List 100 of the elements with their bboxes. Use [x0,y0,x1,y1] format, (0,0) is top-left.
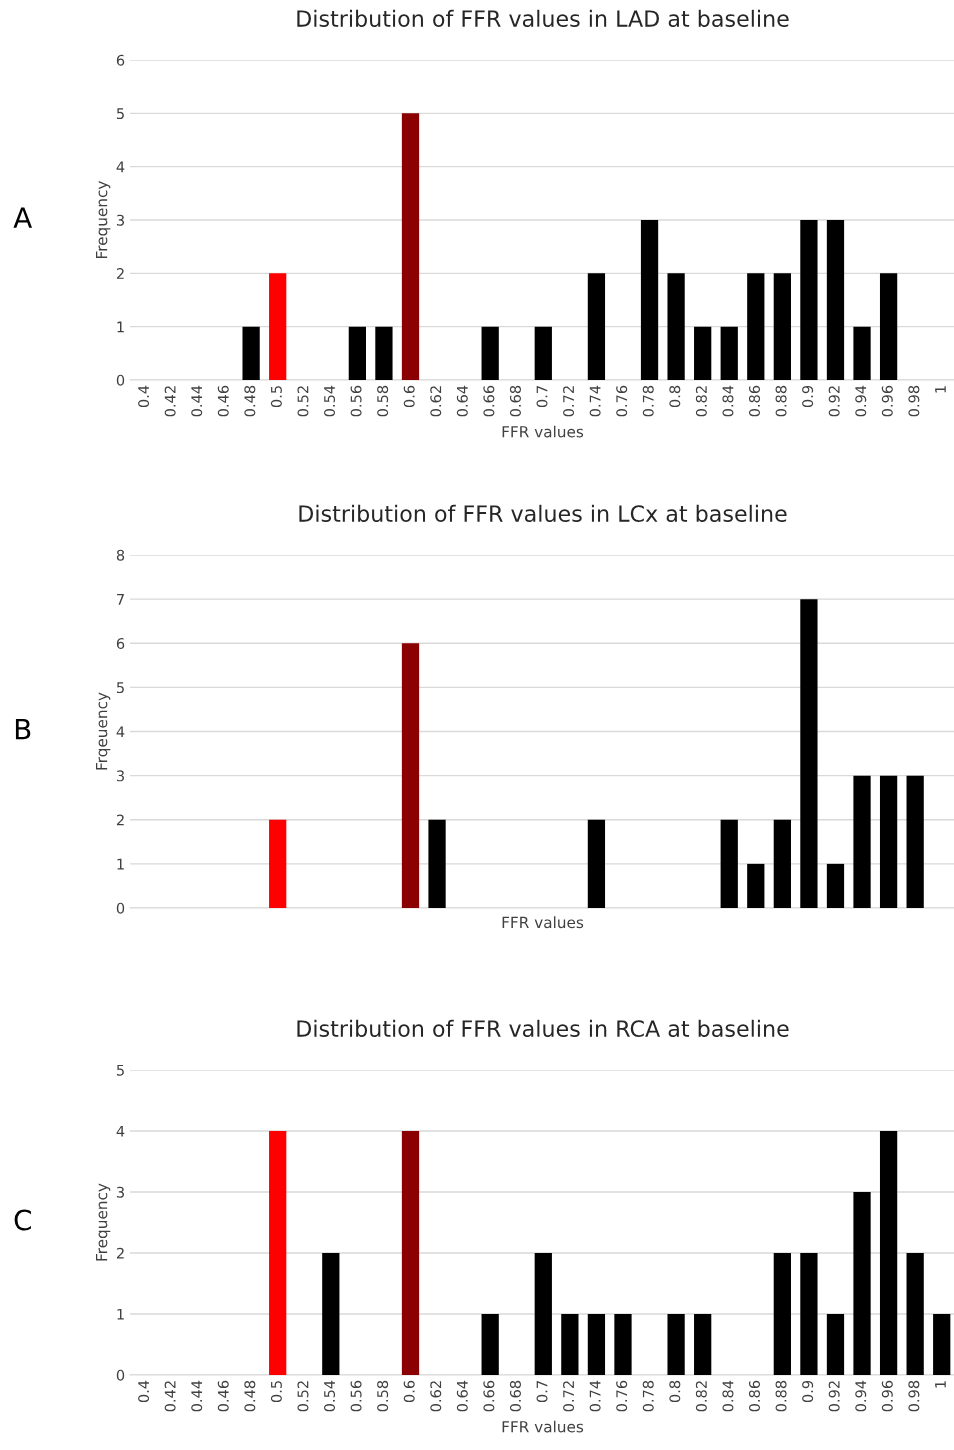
y-tick-label: 3 [116,1186,124,1198]
x-tick-label: 0.5 [270,1381,282,1403]
x-tick-label: 0.56 [350,385,362,417]
bar [428,819,446,908]
bar [826,1314,845,1375]
bar [853,775,871,908]
x-tick-label: 0.96 [881,1380,893,1412]
x-tick-label: 0.94 [855,385,867,417]
bar [534,326,552,380]
x-tick-label: 0.6 [403,385,415,408]
x-tick-label: 0.42 [164,1381,176,1412]
bar [773,819,791,908]
x-tick-label: 0.46 [217,1380,229,1412]
x-tick-label: 0.92 [828,386,840,417]
chart-title: Distribution of FFR values in RCA at baseline [297,1019,789,1037]
x-axis-title: FFR values [502,425,584,438]
y-tick-label: 3 [116,214,124,226]
y-tick-label: 1 [117,1308,124,1320]
bar [773,273,791,380]
text: C [14,1209,31,1231]
x-tick-label: 0.58 [377,1380,389,1412]
y-tick-label: 4 [116,1125,125,1137]
y-tick-label: 7 [117,594,124,605]
bar [800,220,818,380]
chart-title: Distribution of FFR values in LAD at baseline [297,9,789,27]
x-tick-label: 0.78 [642,385,654,417]
x-tick-label: 0.44 [191,385,203,417]
bar [800,599,818,908]
y-tick-label: 6 [116,54,125,66]
x-tick-label: 0.7 [536,1381,548,1403]
x-tick-label: 0.56 [350,1380,362,1412]
x-tick-label: 0.52 [297,1381,309,1412]
y-tick-label: 1 [117,858,124,870]
y-tick-label: 4 [116,161,125,173]
bar [587,819,606,908]
bar [800,1253,818,1375]
x-tick-label: 0.4 [138,385,150,408]
bar [747,273,765,380]
x-tick-label: 0.86 [748,385,761,417]
x-tick-label: 0.74 [589,385,601,417]
bar [269,273,287,380]
bar [879,775,898,908]
text: B [15,718,31,740]
bar [401,643,420,908]
x-tick-label: 0.64 [456,385,468,417]
bar [667,273,685,380]
x-axis-title: FFR values [502,916,584,929]
bar [694,1314,712,1375]
y-tick-label: 0 [116,1369,125,1381]
x-tick-label: 0.9 [802,385,814,408]
bar [587,273,606,380]
x-tick-label: 0.9 [802,1380,814,1403]
y-tick-label: 2 [116,814,124,826]
x-tick-label: 0.6 [403,1380,415,1403]
y-tick-label: 0 [116,374,125,386]
x-tick-label: 0.94 [855,1380,867,1412]
x-tick-label: 0.44 [191,1380,203,1412]
x-tick-label: 0.72 [563,1381,575,1412]
x-tick-label: 0.54 [324,1380,336,1412]
x-tick-label: 1 [935,1381,946,1388]
x-tick-label: 0.84 [722,1380,734,1412]
x-tick-label: 0.66 [483,1380,495,1412]
bar [853,326,871,380]
y-tick-label: 8 [116,549,125,561]
y-tick-label: 2 [116,268,124,279]
bar [322,1253,340,1375]
x-tick-label: 0.58 [377,385,389,417]
bar [269,819,287,908]
bar [401,113,420,380]
bar [826,220,845,380]
y-tick-label: 5 [116,108,124,120]
y-axis-title: Frequency [95,181,111,258]
bar [534,1253,552,1375]
x-tick-label: 0.76 [616,1380,628,1412]
bar [694,326,712,380]
x-tick-label: 0.88 [775,385,787,417]
x-tick-label: 0.96 [881,385,893,417]
bar [561,1314,579,1375]
x-tick-label: 0.62 [430,1381,442,1412]
x-tick-label: 0.68 [509,385,521,417]
x-tick-label: 0.86 [748,1380,761,1412]
y-tick-label: 0 [116,902,125,914]
x-tick-label: 0.52 [297,386,309,417]
x-tick-label: 0.88 [775,1380,787,1412]
x-tick-label: 0.76 [616,385,628,417]
bar [269,1131,287,1375]
bar [614,1314,632,1375]
bar [747,863,765,908]
bar [906,775,924,908]
bar [773,1253,791,1375]
bar [906,1253,924,1375]
y-tick-label: 5 [116,682,124,694]
y-tick-label: 2 [116,1247,124,1259]
x-axis-title: FFR values [502,1420,584,1433]
x-tick-label: 0.8 [669,385,681,408]
x-tick-label: 0.82 [695,386,707,417]
y-axis-title: Frequency [95,1183,111,1261]
x-tick-label: 0.66 [483,385,495,417]
bar [933,1314,951,1375]
x-tick-label: 0.46 [217,385,229,417]
